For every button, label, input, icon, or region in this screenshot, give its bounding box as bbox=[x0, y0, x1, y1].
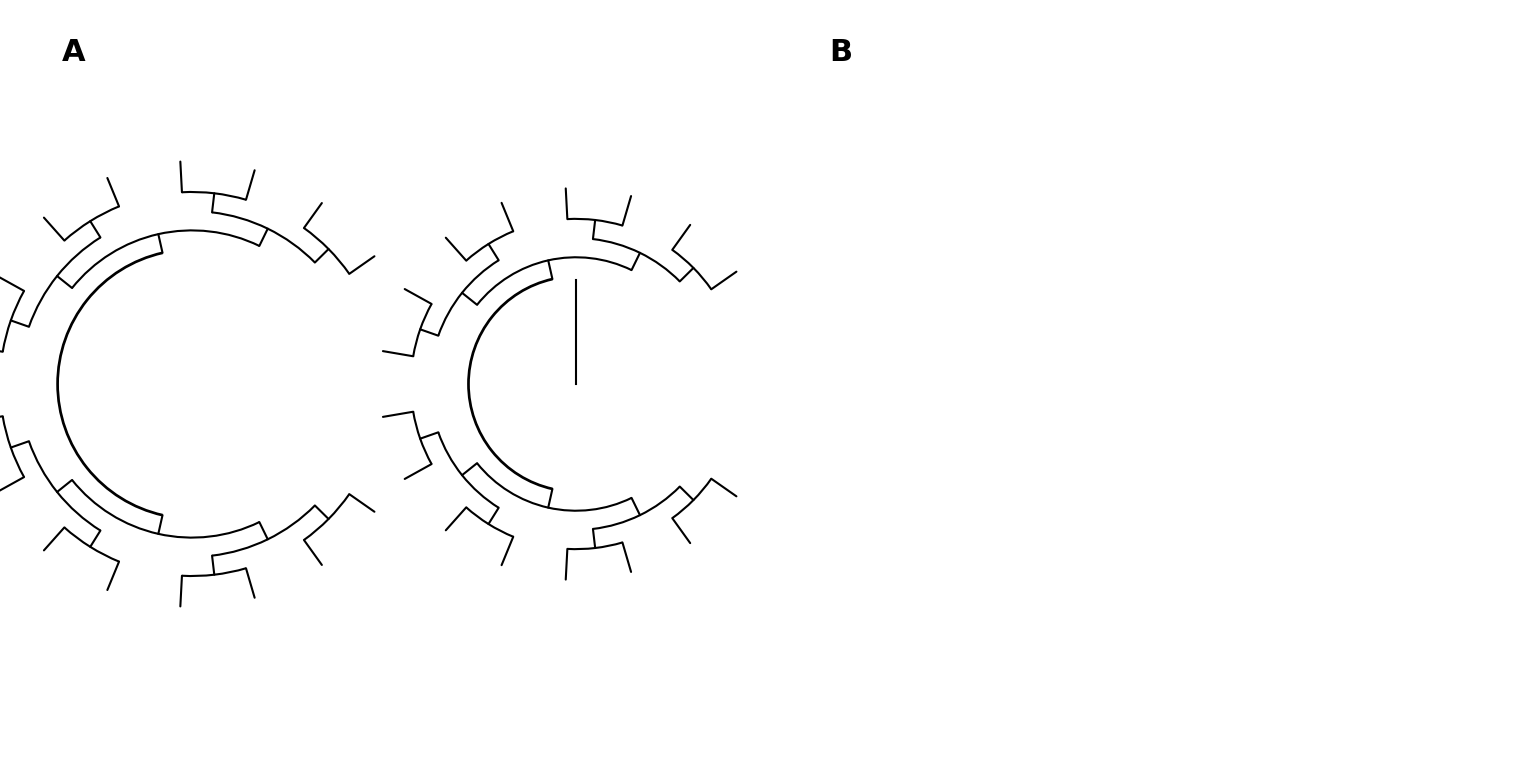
Text: A: A bbox=[61, 38, 84, 68]
Text: B: B bbox=[829, 38, 852, 68]
